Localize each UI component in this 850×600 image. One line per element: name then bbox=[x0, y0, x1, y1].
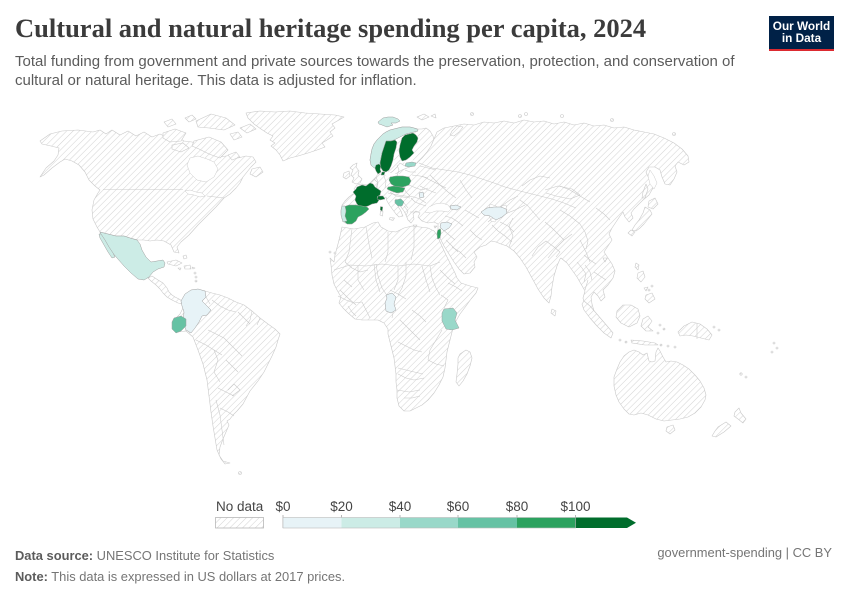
svg-text:$40: $40 bbox=[389, 499, 412, 514]
svg-text:$0: $0 bbox=[275, 499, 290, 514]
svg-text:$100: $100 bbox=[560, 499, 590, 514]
svg-text:$20: $20 bbox=[330, 499, 353, 514]
svg-text:No data: No data bbox=[216, 499, 264, 514]
svg-text:$60: $60 bbox=[447, 499, 470, 514]
svg-text:$80: $80 bbox=[506, 499, 529, 514]
